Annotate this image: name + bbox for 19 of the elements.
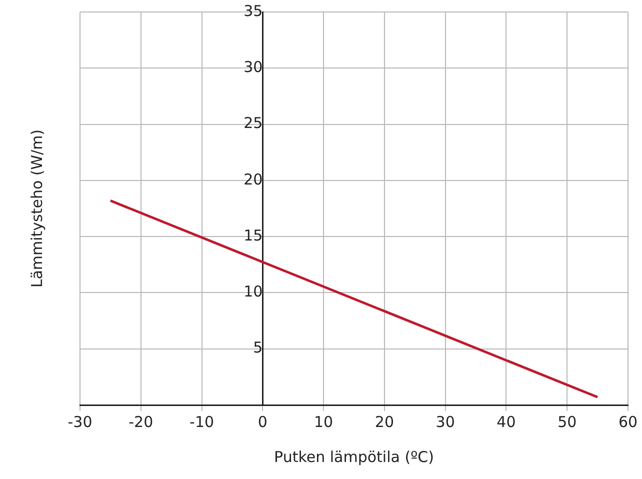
x-tick-label: 20 — [374, 412, 394, 431]
y-tick-label: 25 — [244, 114, 263, 132]
x-tick-label: -10 — [190, 412, 214, 431]
y-tick-label: 20 — [244, 170, 263, 188]
y-tick-label: 10 — [244, 282, 263, 301]
x-tick-label: 30 — [436, 412, 455, 431]
y-tick-label: 35 — [244, 2, 263, 20]
x-tick-label: 10 — [314, 412, 334, 431]
x-tick-label: 40 — [496, 412, 516, 431]
y-tick-label: 5 — [253, 338, 263, 357]
x-axis-title: Putken lämpötila (ºC) — [274, 448, 434, 466]
x-tick-label: -20 — [128, 412, 154, 431]
x-tick-label: -30 — [68, 412, 92, 431]
y-tick-label: 15 — [244, 226, 263, 244]
y-axis-title: Lämmitysteho (W/m) — [28, 129, 46, 288]
y-tick-label: 30 — [244, 58, 263, 76]
x-tick-label: 50 — [558, 412, 577, 431]
x-tick-label: 60 — [618, 412, 638, 431]
x-tick-label: 0 — [258, 412, 268, 431]
